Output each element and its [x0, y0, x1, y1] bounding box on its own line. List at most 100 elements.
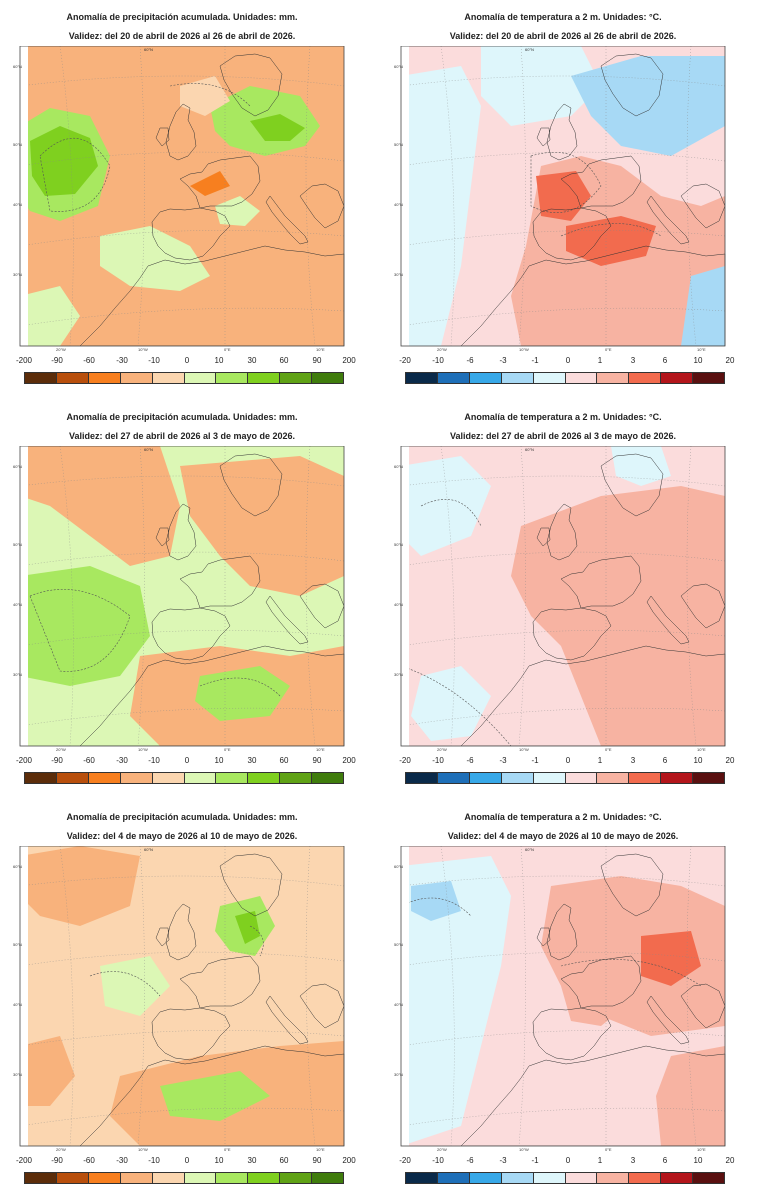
contour-line: [560, 959, 702, 987]
graticule-line: [686, 446, 697, 746]
graticule-line: [137, 446, 145, 746]
contour-line: [29, 589, 131, 672]
coastline: [151, 207, 231, 261]
colorbar-tick-label: 20: [725, 1156, 735, 1165]
colorbar-swatch: [437, 373, 470, 383]
coastline: [600, 453, 664, 517]
colorbar-swatch: [661, 373, 694, 383]
graticule-line: [409, 151, 726, 166]
colorbar-tick-label: 3: [630, 356, 636, 365]
anomaly-area: [511, 486, 725, 746]
coastline: [460, 245, 726, 346]
graticule-line: [440, 446, 455, 746]
colorbar-labels: -20 -10 -6 -3 -1 0 1 3 6 10 20: [393, 356, 735, 368]
map-validity: Validez: del 27 de abril de 2026 al 3 de…: [449, 431, 677, 441]
colorbar-swatch: [88, 373, 121, 383]
coastline: [151, 607, 231, 661]
colorbar-swatch: [25, 373, 57, 383]
longitude-label: 10°W: [519, 747, 529, 752]
colorbar-tick-label: 200: [342, 356, 356, 365]
colorbar-tick-label: 90: [312, 756, 322, 765]
longitude-label: 0°E: [224, 747, 231, 752]
colorbar-swatch: [216, 373, 249, 383]
graticule-line: [28, 475, 345, 487]
graticule-line: [409, 307, 726, 326]
colorbar-tick-label: -90: [51, 1156, 63, 1165]
anomaly-area: [195, 666, 290, 721]
graticule-line: [137, 846, 145, 1146]
colorbar-tick-label: -6: [466, 1156, 474, 1165]
colorbar-tick-label: -30: [116, 356, 128, 365]
colorbar-tick-label: 10: [693, 356, 703, 365]
colorbar-tick-label: 20: [725, 756, 735, 765]
coastline: [546, 103, 578, 161]
coastline: [536, 127, 551, 147]
anomaly-area: [28, 846, 140, 926]
graticule-line: [305, 46, 316, 346]
coastline: [532, 1007, 612, 1061]
latitude-label: 50°N: [394, 142, 403, 147]
top-latitude-label: 60°N: [144, 447, 153, 452]
colorbar-tick-label: -20: [399, 756, 411, 765]
colorbar-labels: -20 -10 -6 -3 -1 0 1 3 6 10 20: [393, 756, 735, 768]
colorbar-tick-label: 10: [693, 756, 703, 765]
colorbar-swatch: [597, 1173, 630, 1183]
map-panel-p6: Anomalía de temperatura a 2 m. Unidades:…: [393, 812, 735, 1202]
latitude-label: 30°N: [394, 672, 403, 677]
coastline: [179, 955, 261, 1009]
coastline: [155, 927, 170, 947]
latitude-label: 40°N: [13, 1002, 22, 1007]
colorbar-tick-label: 60: [279, 356, 289, 365]
graticule-line: [28, 875, 345, 887]
graticule-line: [409, 1030, 726, 1046]
colorbar-swatch: [406, 373, 438, 383]
colorbar-labels: -20 -10 -6 -3 -1 0 1 3 6 10 20: [393, 1156, 735, 1168]
colorbar-swatch: [597, 773, 630, 783]
longitude-label: 20°W: [56, 1147, 66, 1152]
colorbar-tick-label: -10: [432, 356, 444, 365]
longitude-label: 0°E: [605, 1147, 612, 1152]
longitude-label: 20°W: [437, 747, 447, 752]
colorbar-precip: -200 -90 -60 -30 -10 0 10 30 60 90 200: [12, 356, 356, 386]
coastline: [155, 127, 170, 147]
coastline: [532, 607, 612, 661]
colorbar-swatch: [693, 373, 725, 383]
colorbar-labels: -200 -90 -60 -30 -10 0 10 30 60 90 200: [12, 1156, 356, 1168]
colorbar-tick-label: -3: [499, 1156, 507, 1165]
coastline: [546, 903, 578, 961]
coastline: [151, 1007, 231, 1061]
colorbar-swatch: [406, 1173, 438, 1183]
latitude-label: 30°N: [394, 1072, 403, 1077]
map-title: Anomalía de precipitación acumulada. Uni…: [66, 12, 298, 22]
colorbar-swatch: [629, 373, 662, 383]
coastline: [219, 453, 283, 517]
latitude-label: 60°N: [13, 864, 22, 869]
anomaly-area: [30, 706, 100, 746]
anomaly-area: [656, 1046, 725, 1146]
longitude-label: 10°E: [316, 1147, 325, 1152]
colorbar-swatch: [216, 773, 249, 783]
graticule-line: [518, 46, 526, 346]
colorbar-tick-label: -90: [51, 356, 63, 365]
map-panel-p5: Anomalía de precipitación acumulada. Uni…: [12, 812, 356, 1202]
colorbar-temp: -20 -10 -6 -3 -1 0 1 3 6 10 20: [393, 356, 735, 386]
graticule-line: [686, 46, 697, 346]
colorbar-swatch: [469, 773, 502, 783]
map-validity: Validez: del 20 de abril de 2026 al 26 d…: [449, 31, 677, 41]
coastline: [265, 595, 309, 645]
graticule-line: [409, 875, 726, 887]
colorbar-swatches: [24, 772, 344, 784]
colorbar-tick-label: -200: [15, 1156, 33, 1165]
latitude-label: 50°N: [394, 542, 403, 547]
latitude-label: 30°N: [13, 672, 22, 677]
colorbar-temp: -20 -10 -6 -3 -1 0 1 3 6 10 20: [393, 1156, 735, 1186]
coastline: [600, 53, 664, 117]
coastline: [560, 555, 642, 609]
colorbar-tick-label: -60: [83, 1156, 95, 1165]
map-panel-p4: Anomalía de temperatura a 2 m. Unidades:…: [393, 412, 735, 802]
map-frame: [19, 46, 345, 347]
colorbar-tick-label: 20: [725, 356, 735, 365]
longitude-label: 20°W: [56, 347, 66, 352]
colorbar-tick-label: 60: [279, 1156, 289, 1165]
contour-line: [530, 152, 602, 213]
